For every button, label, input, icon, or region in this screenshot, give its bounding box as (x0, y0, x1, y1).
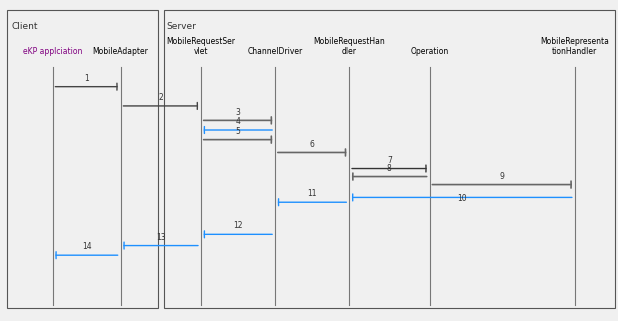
Text: MobileAdapter: MobileAdapter (93, 47, 148, 56)
Text: MobileRepresenta
tionHandler: MobileRepresenta tionHandler (540, 37, 609, 56)
Text: 4: 4 (235, 117, 240, 126)
Text: Server: Server (167, 22, 197, 31)
Text: MobileRequestSer
vlet: MobileRequestSer vlet (166, 37, 235, 56)
Text: 12: 12 (233, 221, 243, 230)
Bar (164, 10, 615, 308)
Text: 7: 7 (387, 156, 392, 165)
Text: MobileRequestHan
dler: MobileRequestHan dler (313, 37, 385, 56)
Text: eKP applciation: eKP applciation (23, 47, 82, 56)
Text: 13: 13 (156, 233, 166, 242)
Text: 2: 2 (158, 93, 163, 102)
Text: 10: 10 (457, 194, 467, 203)
Bar (7, 10, 158, 308)
Text: Operation: Operation (410, 47, 449, 56)
Text: 3: 3 (235, 108, 240, 117)
Text: ChannelDriver: ChannelDriver (247, 47, 303, 56)
Text: 14: 14 (82, 242, 91, 251)
Text: 5: 5 (235, 127, 240, 136)
Text: 9: 9 (500, 172, 504, 181)
Text: 1: 1 (84, 74, 89, 83)
Text: 8: 8 (387, 164, 392, 173)
Text: Client: Client (11, 22, 38, 31)
Text: 6: 6 (310, 140, 315, 149)
Text: 11: 11 (307, 189, 317, 198)
